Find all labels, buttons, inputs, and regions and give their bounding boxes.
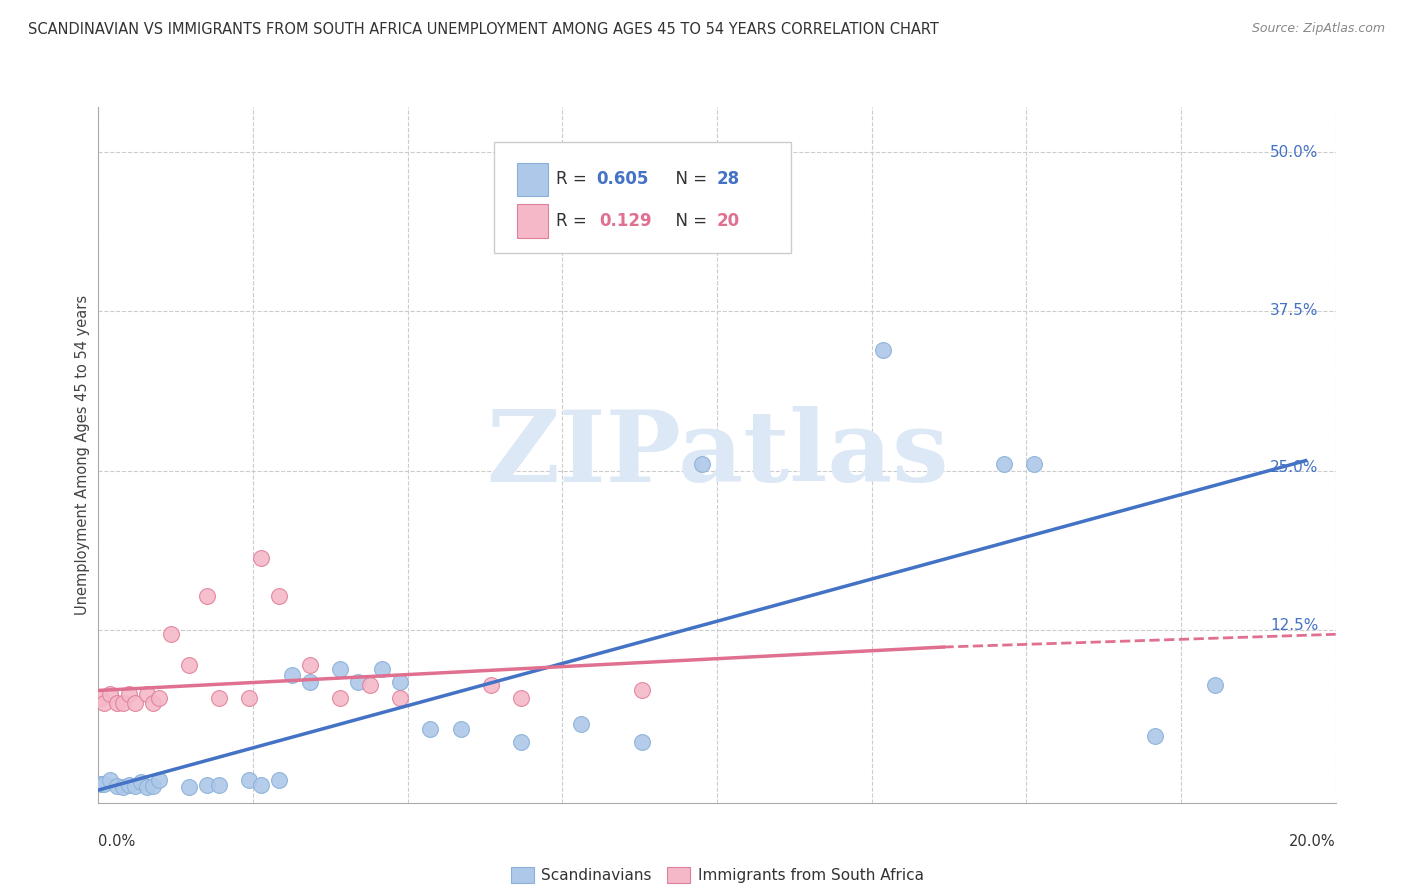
Point xyxy=(308,769,330,783)
Point xyxy=(537,726,560,740)
Point xyxy=(170,689,193,703)
Point xyxy=(260,769,283,783)
Point xyxy=(643,726,665,740)
Point xyxy=(510,671,533,685)
Point xyxy=(855,339,877,353)
Point xyxy=(228,621,250,635)
Y-axis label: Unemployment Among Ages 45 to 54 years: Unemployment Among Ages 45 to 54 years xyxy=(75,291,90,610)
Point xyxy=(415,655,437,669)
Point xyxy=(643,676,665,690)
Point xyxy=(430,667,453,681)
Text: R =: R = xyxy=(579,211,620,228)
Point xyxy=(589,708,612,723)
Point xyxy=(191,769,214,783)
Point xyxy=(323,764,346,779)
Text: 20: 20 xyxy=(721,211,744,228)
Point xyxy=(207,772,229,786)
Text: R =: R = xyxy=(579,169,614,187)
Point xyxy=(186,772,208,786)
Text: N =: N = xyxy=(675,211,723,228)
Point xyxy=(176,680,198,694)
Point xyxy=(271,769,294,783)
Point xyxy=(988,453,1011,467)
Text: 0.129: 0.129 xyxy=(617,211,669,228)
Point xyxy=(170,768,193,782)
Point xyxy=(350,650,373,665)
Point xyxy=(323,582,346,597)
FancyBboxPatch shape xyxy=(544,162,571,195)
Text: 0.0%: 0.0% xyxy=(98,834,135,849)
Point xyxy=(191,680,214,694)
Point xyxy=(167,768,190,782)
Point xyxy=(245,650,267,665)
FancyBboxPatch shape xyxy=(524,141,786,252)
Point xyxy=(377,655,399,669)
Point xyxy=(537,683,560,698)
Text: 20.0%: 20.0% xyxy=(1289,834,1336,849)
Point xyxy=(207,680,229,694)
Point xyxy=(298,683,321,698)
Point xyxy=(457,714,479,728)
Point xyxy=(218,764,240,779)
Point xyxy=(167,683,190,698)
Point xyxy=(245,772,267,786)
Point xyxy=(1095,722,1118,736)
Point xyxy=(394,667,416,681)
Point xyxy=(212,689,235,703)
Point xyxy=(186,689,208,703)
Point xyxy=(197,771,219,785)
FancyBboxPatch shape xyxy=(544,203,571,236)
Point xyxy=(180,689,202,703)
Point xyxy=(271,683,294,698)
Point xyxy=(962,453,984,467)
Text: 28: 28 xyxy=(721,169,744,187)
Point xyxy=(404,671,426,685)
Text: ZIPatlas: ZIPatlas xyxy=(489,402,952,499)
Text: SCANDINAVIAN VS IMMIGRANTS FROM SOUTH AFRICA UNEMPLOYMENT AMONG AGES 45 TO 54 YE: SCANDINAVIAN VS IMMIGRANTS FROM SOUTH AF… xyxy=(28,22,939,37)
Point xyxy=(298,764,321,779)
Point xyxy=(350,667,373,681)
Legend: Scandinavians, Immigrants from South Africa: Scandinavians, Immigrants from South Afr… xyxy=(508,851,934,879)
Point xyxy=(377,683,399,698)
Point xyxy=(484,714,506,728)
Point xyxy=(260,582,283,597)
Point xyxy=(430,683,453,698)
Text: 0.605: 0.605 xyxy=(614,169,666,187)
Point xyxy=(696,453,718,467)
Point xyxy=(218,683,240,698)
Point xyxy=(197,689,219,703)
Text: Source: ZipAtlas.com: Source: ZipAtlas.com xyxy=(1251,22,1385,36)
Point xyxy=(1147,671,1170,685)
Text: N =: N = xyxy=(675,169,723,187)
Point xyxy=(180,771,202,785)
Point xyxy=(201,766,224,780)
Point xyxy=(176,764,198,779)
Point xyxy=(308,545,330,559)
Point xyxy=(335,661,357,675)
Point xyxy=(212,771,235,785)
